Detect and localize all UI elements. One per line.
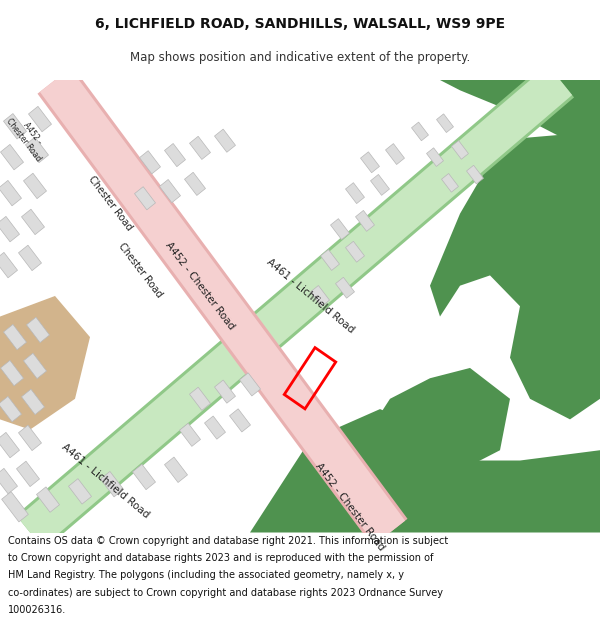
Polygon shape <box>22 209 44 234</box>
Polygon shape <box>19 425 41 451</box>
Polygon shape <box>179 423 200 446</box>
Polygon shape <box>26 318 50 342</box>
Polygon shape <box>320 249 340 271</box>
Text: A461 - Lichfield Road: A461 - Lichfield Road <box>265 257 356 335</box>
Polygon shape <box>412 122 428 141</box>
Polygon shape <box>361 152 379 173</box>
Text: to Crown copyright and database rights 2023 and is reproduced with the permissio: to Crown copyright and database rights 2… <box>8 553 433 563</box>
Polygon shape <box>16 461 40 487</box>
Polygon shape <box>430 131 600 419</box>
Polygon shape <box>356 211 374 231</box>
Text: A452 - Chester Road: A452 - Chester Road <box>164 240 236 331</box>
Polygon shape <box>370 368 510 471</box>
Polygon shape <box>23 353 47 379</box>
Polygon shape <box>18 65 572 548</box>
Polygon shape <box>164 144 185 167</box>
Polygon shape <box>1 144 23 170</box>
Polygon shape <box>335 278 355 298</box>
Polygon shape <box>160 179 181 203</box>
Polygon shape <box>37 66 407 546</box>
Polygon shape <box>386 144 404 164</box>
Text: HM Land Registry. The polygons (including the associated geometry, namely x, y: HM Land Registry. The polygons (includin… <box>8 571 404 581</box>
Polygon shape <box>134 187 155 210</box>
Polygon shape <box>28 106 52 132</box>
Polygon shape <box>4 324 26 350</box>
Text: co-ordinates) are subject to Crown copyright and database rights 2023 Ordnance S: co-ordinates) are subject to Crown copyr… <box>8 588 443 598</box>
Polygon shape <box>164 457 188 482</box>
Polygon shape <box>4 114 26 139</box>
Polygon shape <box>440 80 600 162</box>
Polygon shape <box>215 380 235 403</box>
Polygon shape <box>22 389 44 414</box>
Polygon shape <box>0 216 20 242</box>
Polygon shape <box>331 219 349 239</box>
Text: A452 -
Chester Road: A452 - Chester Road <box>5 110 51 163</box>
Polygon shape <box>100 471 124 497</box>
Polygon shape <box>1 361 23 386</box>
Polygon shape <box>346 241 364 262</box>
Polygon shape <box>19 245 41 271</box>
Polygon shape <box>0 181 22 206</box>
Polygon shape <box>442 174 458 192</box>
Polygon shape <box>25 138 49 162</box>
Polygon shape <box>23 173 47 199</box>
Polygon shape <box>215 129 235 152</box>
Polygon shape <box>0 396 22 422</box>
Polygon shape <box>311 286 329 306</box>
Text: Chester Road: Chester Road <box>116 241 164 299</box>
Polygon shape <box>190 388 211 411</box>
Polygon shape <box>427 148 443 166</box>
Text: Chester Road: Chester Road <box>86 174 134 232</box>
Text: A461 - Lichfield Road: A461 - Lichfield Road <box>59 442 151 520</box>
Polygon shape <box>346 182 364 204</box>
Polygon shape <box>133 464 155 489</box>
Polygon shape <box>230 409 250 432</box>
Polygon shape <box>0 253 17 278</box>
Text: A452 - Chester Road: A452 - Chester Road <box>314 461 386 552</box>
Polygon shape <box>190 136 211 159</box>
Polygon shape <box>239 373 260 396</box>
Polygon shape <box>250 409 600 532</box>
Polygon shape <box>16 62 574 550</box>
Polygon shape <box>2 492 28 522</box>
Polygon shape <box>0 296 90 429</box>
Polygon shape <box>68 479 92 504</box>
Polygon shape <box>0 432 20 457</box>
Polygon shape <box>205 416 226 439</box>
Text: 6, LICHFIELD ROAD, SANDHILLS, WALSALL, WS9 9PE: 6, LICHFIELD ROAD, SANDHILLS, WALSALL, W… <box>95 17 505 31</box>
Polygon shape <box>40 68 405 544</box>
Text: Map shows position and indicative extent of the property.: Map shows position and indicative extent… <box>130 51 470 64</box>
Text: 100026316.: 100026316. <box>8 604 66 614</box>
Polygon shape <box>185 173 205 196</box>
Polygon shape <box>37 487 59 512</box>
Polygon shape <box>452 141 469 159</box>
Polygon shape <box>437 114 454 132</box>
Polygon shape <box>371 174 389 196</box>
Polygon shape <box>140 151 160 174</box>
Polygon shape <box>0 468 17 494</box>
Text: Contains OS data © Crown copyright and database right 2021. This information is : Contains OS data © Crown copyright and d… <box>8 536 448 546</box>
Polygon shape <box>467 165 484 184</box>
